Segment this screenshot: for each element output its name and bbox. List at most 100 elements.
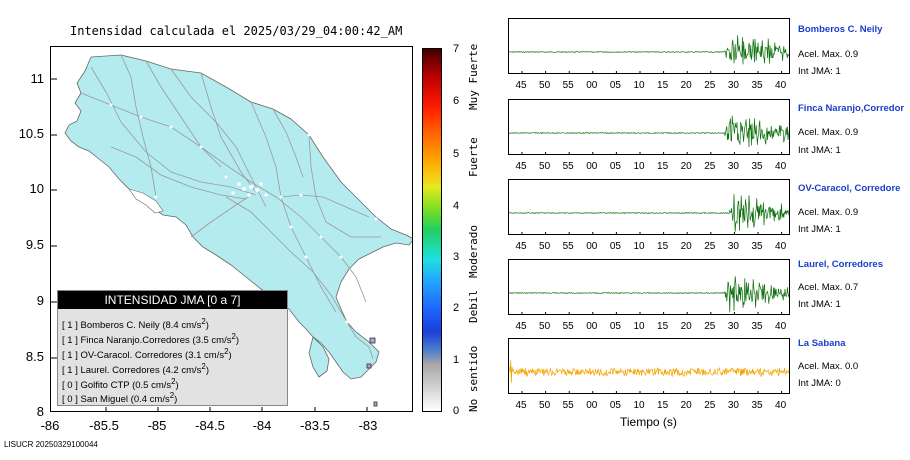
legend-exp: 2	[169, 391, 175, 400]
time-tick: 35	[751, 241, 763, 252]
time-tick: 20	[680, 241, 692, 252]
map-title: Intensidad calculada el 2025/03/29_04:00…	[70, 24, 403, 38]
x-tick: -86	[40, 418, 60, 433]
scale-tick: 7	[453, 43, 460, 55]
time-tick: 30	[727, 80, 739, 91]
legend-acc: (0.5 cm/s	[132, 380, 172, 392]
footer-id: LISUCR 20250329100044	[4, 440, 98, 449]
legend-acc: (4.2 cm/s	[162, 365, 202, 377]
station-name: Finca Naranjo,Corredor	[798, 103, 905, 114]
time-tick: 10	[633, 400, 645, 411]
legend-title: INTENSIDAD JMA [0 a 7]	[58, 291, 287, 309]
legend-row: [ 0 ] San Miguel (0.4 cm/s2)	[62, 391, 177, 405]
time-tick: 40	[775, 161, 787, 172]
station-accel: Acel. Max. 0.9	[798, 49, 859, 60]
scale-tick: 3	[453, 251, 460, 263]
y-tick: 8.5	[25, 349, 44, 364]
legend-row: [ 1 ] Finca Naranjo.Corredores (3.5 cm/s…	[62, 332, 239, 346]
waveform-trace	[509, 194, 789, 232]
legend-int: [ 1 ]	[62, 335, 78, 347]
intensity-color-scale	[422, 48, 442, 412]
legend-station: San Miguel	[80, 394, 129, 406]
station-intensity: Int JMA: 0	[798, 378, 841, 389]
scale-tick: 1	[453, 354, 460, 366]
seismogram-panel[interactable]	[508, 338, 790, 394]
legend-int: [ 1 ]	[62, 350, 78, 362]
time-tick: 00	[586, 161, 598, 172]
x-tick: -85.5	[89, 418, 119, 433]
scale-tick: 5	[453, 148, 460, 160]
x-tick: -83.5	[300, 418, 330, 433]
scale-label: Fuerte	[467, 137, 480, 177]
legend-station: OV-Caracol. Corredores	[80, 350, 183, 362]
waveform-trace	[509, 115, 789, 148]
time-tick: 10	[633, 241, 645, 252]
time-tick: 10	[633, 80, 645, 91]
time-tick: 25	[704, 161, 716, 172]
time-tick: 45	[515, 80, 527, 91]
time-tick: 00	[586, 400, 598, 411]
x-tick: -84.5	[195, 418, 225, 433]
legend-station: Golfito CTP	[80, 380, 130, 392]
legend-close: )	[174, 394, 178, 406]
time-tick: 40	[775, 80, 787, 91]
time-tick: 30	[727, 400, 739, 411]
scale-tick: 2	[453, 302, 460, 314]
time-tick: 55	[562, 400, 574, 411]
time-tick: 30	[727, 321, 739, 332]
legend-int: [ 1 ]	[62, 365, 78, 377]
legend-close: )	[228, 350, 232, 362]
station-intensity: Int JMA: 1	[798, 145, 841, 156]
seismogram-panel[interactable]	[508, 18, 790, 74]
legend-exp: 2	[171, 377, 176, 386]
legend-station: Laurel. Corredores	[80, 365, 160, 377]
time-tick: 15	[657, 400, 669, 411]
station-name: Bomberos C. Neily	[798, 24, 883, 35]
time-tick: 50	[539, 400, 551, 411]
time-tick: 50	[539, 161, 551, 172]
time-tick: 40	[775, 241, 787, 252]
y-tick: 8	[36, 404, 44, 419]
legend-int: [ 0 ]	[62, 380, 78, 392]
legend-row: [ 1 ] OV-Caracol. Corredores (3.1 cm/s2)	[62, 347, 232, 361]
time-tick: 15	[657, 80, 669, 91]
waveform	[509, 360, 789, 393]
time-tick: 00	[586, 80, 598, 91]
time-tick: 15	[657, 241, 669, 252]
time-tick: 05	[609, 321, 621, 332]
station-intensity: Int JMA: 1	[798, 299, 841, 310]
station-accel: Acel. Max. 0.7	[798, 282, 859, 293]
legend-row: [ 1 ] Bomberos C. Neily (8.4 cm/s2)	[62, 317, 209, 331]
station-accel: Acel. Max. 0.0	[798, 361, 859, 372]
time-tick: 35	[751, 80, 763, 91]
legend-row: [ 1 ] Laurel. Corredores (4.2 cm/s2)	[62, 362, 209, 376]
legend-int: [ 0 ]	[62, 394, 78, 406]
time-tick: 20	[680, 400, 692, 411]
waveform-trace	[509, 276, 789, 313]
time-tick: 50	[539, 80, 551, 91]
time-tick: 45	[515, 321, 527, 332]
waveform	[509, 194, 789, 234]
time-tick: 25	[704, 80, 716, 91]
station-marker	[366, 363, 372, 369]
legend-exp: 2	[224, 347, 229, 356]
legend-exp: 2	[201, 317, 206, 326]
time-tick: 55	[562, 80, 574, 91]
time-tick: 45	[515, 400, 527, 411]
time-tick: 30	[727, 161, 739, 172]
time-tick: 45	[515, 161, 527, 172]
scale-label: Moderado	[467, 225, 480, 278]
time-tick: 25	[704, 241, 716, 252]
time-tick: 20	[680, 321, 692, 332]
legend-acc: (8.4 cm/s	[162, 320, 202, 332]
scale-label: Debil	[467, 289, 480, 323]
time-tick: 50	[539, 241, 551, 252]
intensity-legend: INTENSIDAD JMA [0 a 7] [ 1 ] Bomberos C.…	[57, 290, 288, 406]
waveform	[509, 276, 789, 314]
station-intensity: Int JMA: 1	[798, 224, 841, 235]
seismogram-panel[interactable]	[508, 179, 790, 235]
legend-exp: 2	[231, 332, 236, 341]
seismogram-panel[interactable]	[508, 99, 790, 155]
time-tick: 20	[680, 161, 692, 172]
seismogram-panel[interactable]	[508, 259, 790, 315]
